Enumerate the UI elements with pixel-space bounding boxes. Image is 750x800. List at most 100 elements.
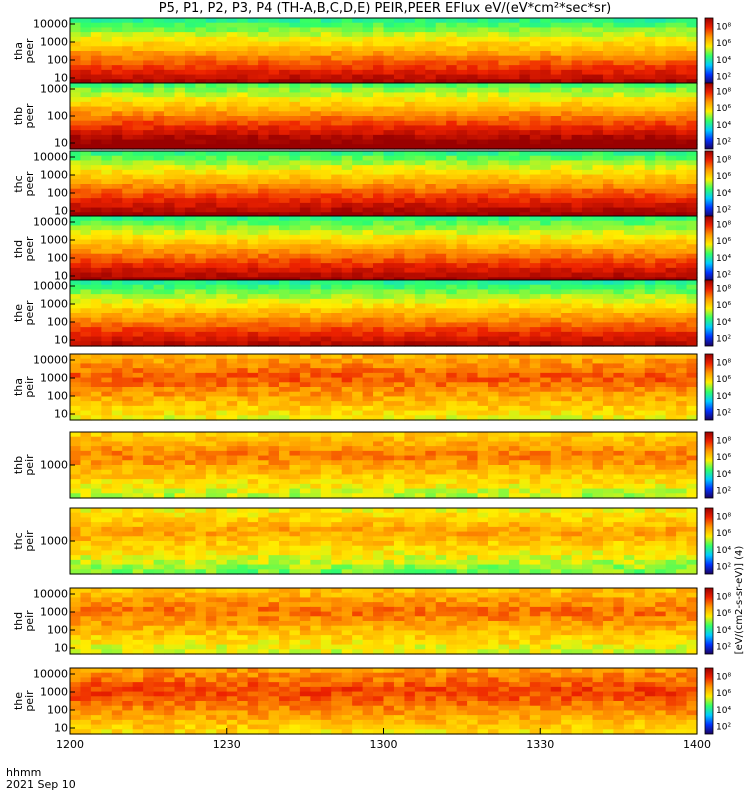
heatmap-cell <box>226 239 238 245</box>
heatmap-cell <box>676 144 688 150</box>
heatmap-cell <box>414 401 426 407</box>
heatmap-cell <box>623 22 635 29</box>
heatmap-cell <box>164 174 176 180</box>
heatmap-cell <box>362 130 374 136</box>
heatmap-cell <box>195 267 207 274</box>
heatmap-cell <box>540 160 552 166</box>
heatmap-cell <box>488 327 500 333</box>
heatmap-cell <box>467 341 479 347</box>
heatmap-cell <box>90 308 102 314</box>
heatmap-cell <box>435 263 447 269</box>
heatmap-cell <box>153 18 165 24</box>
heatmap-cell <box>310 65 322 71</box>
heatmap-cell <box>550 184 562 190</box>
heatmap-cell <box>456 125 468 131</box>
heatmap-cell <box>592 174 604 180</box>
heatmap-cell <box>341 179 353 185</box>
heatmap-cell <box>540 60 552 66</box>
heatmap-cell <box>362 27 374 33</box>
heatmap-cell <box>153 212 165 218</box>
heatmap-cell <box>80 151 92 157</box>
heatmap-cell <box>592 165 604 171</box>
heatmap-cell <box>279 363 291 369</box>
heatmap-cell <box>488 244 500 250</box>
heatmap-cell <box>153 139 165 145</box>
heatmap-cell <box>540 116 552 122</box>
heatmap-cell <box>184 160 196 166</box>
heatmap-cell <box>153 341 165 347</box>
heatmap-cell <box>143 60 155 66</box>
heatmap-cell <box>90 336 102 342</box>
heatmap-cell <box>686 144 698 150</box>
heatmap-cell <box>184 97 196 103</box>
heatmap-cell <box>383 83 395 89</box>
heatmap-cell <box>592 188 604 195</box>
heatmap-cell <box>153 272 165 278</box>
heatmap-cell <box>540 92 552 98</box>
heatmap-cell <box>519 27 531 33</box>
heatmap-cell <box>174 244 186 250</box>
heatmap-cell <box>70 174 82 180</box>
heatmap-cell <box>352 396 364 402</box>
heatmap-cell <box>143 244 155 250</box>
heatmap-cell <box>362 313 374 319</box>
heatmap-cell <box>602 207 614 213</box>
heatmap-cell <box>153 207 165 213</box>
heatmap-cell <box>70 97 82 103</box>
heatmap-cell <box>143 377 155 383</box>
heatmap-cell <box>456 202 468 209</box>
heatmap-cell <box>195 358 207 365</box>
heatmap-cell <box>153 27 165 33</box>
heatmap-cell <box>153 165 165 171</box>
heatmap-cell <box>498 382 510 388</box>
heatmap-cell <box>446 32 458 38</box>
heatmap-cell <box>279 41 291 47</box>
heatmap-cell <box>488 139 500 145</box>
heatmap-cell <box>70 27 82 33</box>
heatmap-cell <box>435 179 447 185</box>
heatmap-cell <box>132 272 144 278</box>
heatmap-cell <box>592 303 604 309</box>
heatmap-cell <box>498 253 510 260</box>
heatmap-cell <box>111 160 123 166</box>
heatmap-cell <box>561 87 573 94</box>
heatmap-cell <box>70 284 82 291</box>
heatmap-cell <box>101 92 113 98</box>
heatmap-cell <box>279 27 291 33</box>
heatmap-cell <box>216 41 228 47</box>
heatmap-cell <box>174 106 186 112</box>
heatmap-cell <box>268 230 280 236</box>
heatmap-cell <box>122 363 134 369</box>
heatmap-cell <box>529 363 541 369</box>
heatmap-cell <box>644 202 656 209</box>
y-tick-label: 100 <box>47 110 68 123</box>
heatmap-cell <box>655 69 667 76</box>
heatmap-cell <box>226 298 238 305</box>
heatmap-cell <box>331 83 343 89</box>
heatmap-cell <box>289 220 301 227</box>
heatmap-cell <box>446 363 458 369</box>
heatmap-cell <box>571 354 583 360</box>
heatmap-cell <box>111 387 123 393</box>
heatmap-cell <box>331 322 343 328</box>
heatmap-cell <box>623 18 635 24</box>
heatmap-cell <box>634 303 646 309</box>
heatmap-cell <box>352 106 364 112</box>
heatmap-cell <box>508 317 520 324</box>
heatmap-cell <box>362 51 374 57</box>
heatmap-cell <box>383 41 395 47</box>
heatmap-cell <box>529 92 541 98</box>
heatmap-cell <box>331 65 343 71</box>
heatmap-cell <box>184 51 196 57</box>
heatmap-cell <box>540 331 552 338</box>
heatmap-cell <box>467 83 479 89</box>
heatmap-cell <box>644 32 656 38</box>
heatmap-cell <box>561 294 573 300</box>
heatmap-cell <box>519 193 531 199</box>
heatmap-cell <box>268 258 280 264</box>
heatmap-cell <box>143 46 155 52</box>
heatmap-cell <box>174 74 186 80</box>
heatmap-cell <box>519 272 531 278</box>
heatmap-cell <box>143 331 155 338</box>
heatmap-cell <box>373 230 385 236</box>
